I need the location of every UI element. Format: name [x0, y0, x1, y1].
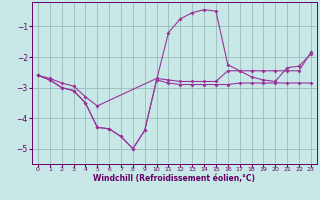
X-axis label: Windchill (Refroidissement éolien,°C): Windchill (Refroidissement éolien,°C) [93, 174, 255, 183]
